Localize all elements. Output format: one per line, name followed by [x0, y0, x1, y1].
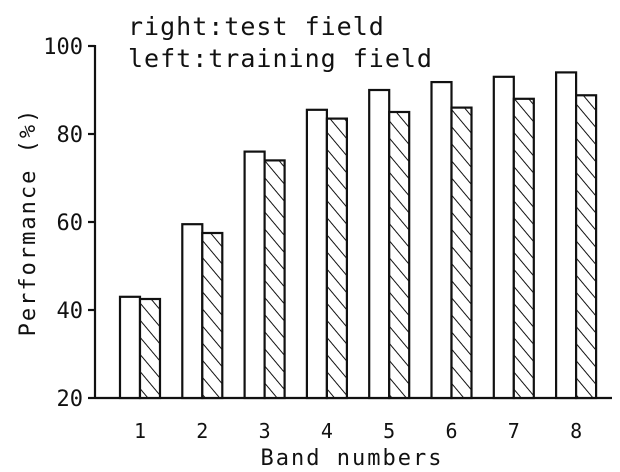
bar-test-5 — [388, 110, 411, 400]
x-category-label: 8 — [570, 419, 582, 443]
x-axis-title: Band numbers — [261, 446, 444, 471]
bar-training-5 — [368, 88, 391, 400]
bar-test-2 — [201, 231, 224, 400]
bar-training-3 — [243, 150, 266, 400]
y-tick-label: 80 — [57, 123, 84, 148]
y-tick-label: 60 — [57, 211, 84, 236]
y-tick-label: 100 — [43, 35, 83, 60]
bar-training-6 — [430, 80, 453, 400]
legend-line-training: left:training field — [128, 44, 433, 73]
x-category-label: 1 — [134, 419, 146, 443]
bar-training-2 — [181, 223, 204, 400]
bar-training-1 — [118, 295, 142, 400]
x-category-label: 7 — [508, 419, 520, 443]
bar-test-4 — [325, 117, 348, 400]
x-category-label: 4 — [321, 419, 333, 443]
x-category-label: 5 — [383, 419, 395, 443]
x-category-labels: 1 2 3 4 5 6 7 8 — [134, 419, 582, 443]
bar-test-6 — [450, 106, 473, 400]
bars — [118, 71, 598, 400]
y-axis-title: Performance (%) — [16, 108, 41, 337]
bar-test-1 — [138, 297, 162, 400]
legend: right:test field left:training field — [128, 12, 433, 73]
x-category-label: 6 — [445, 419, 457, 443]
bar-test-7 — [512, 97, 535, 400]
x-category-label: 3 — [259, 419, 271, 443]
legend-line-test: right:test field — [128, 12, 385, 41]
y-ticks: 20 40 60 80 100 — [43, 35, 95, 412]
bar-training-8 — [554, 71, 578, 400]
bar-test-3 — [263, 159, 286, 400]
bar-test-8 — [574, 94, 598, 400]
bar-training-4 — [305, 108, 328, 400]
y-tick-label: 40 — [57, 299, 84, 324]
y-tick-label: 20 — [57, 387, 84, 412]
x-category-label: 2 — [196, 419, 208, 443]
bar-training-7 — [492, 75, 515, 400]
